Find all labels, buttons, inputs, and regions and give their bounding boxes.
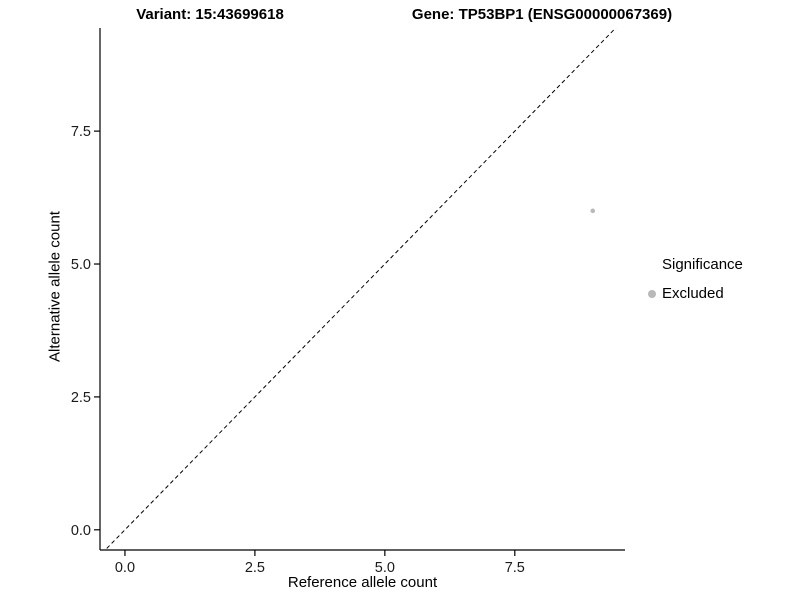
legend: Significance Excluded <box>644 256 743 302</box>
y-tick-label: 2.5 <box>71 390 91 406</box>
y-tick-label: 7.5 <box>71 124 91 140</box>
x-tick-label: 5.0 <box>375 560 395 576</box>
x-tick-label: 2.5 <box>245 560 265 576</box>
x-tick-label: 7.5 <box>505 560 525 576</box>
legend-entry-label: Excluded <box>662 285 724 302</box>
legend-key-box <box>644 286 660 302</box>
legend-point-icon <box>648 289 656 298</box>
x-tick-label: 0.0 <box>115 560 135 576</box>
variant-title: Variant: 15:43699618 <box>136 6 284 23</box>
legend-entry-excluded: Excluded <box>644 285 743 302</box>
identity-line <box>104 28 617 550</box>
data-point <box>590 208 596 214</box>
y-tick-label: 0.0 <box>71 523 91 539</box>
y-tick-label: 5.0 <box>71 257 91 273</box>
x-axis-label: Reference allele count <box>287 574 438 591</box>
legend-title: Significance <box>662 256 743 273</box>
gene-title: Gene: TP53BP1 (ENSG00000067369) <box>411 6 673 23</box>
